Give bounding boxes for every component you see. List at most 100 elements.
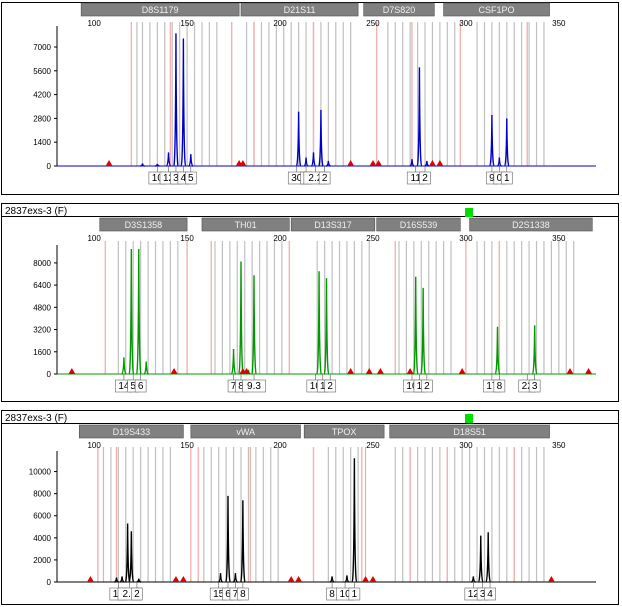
- allele-call-label: 4: [487, 589, 493, 600]
- marker-box[interactable]: [190, 424, 301, 439]
- marker-box[interactable]: [80, 2, 240, 17]
- allele-call-label: 2: [322, 173, 328, 184]
- allele-call-label: 4: [181, 173, 187, 184]
- peak: [351, 458, 358, 583]
- allele-call-label: 17: [486, 381, 498, 392]
- marker-box[interactable]: [469, 217, 593, 232]
- marker-box[interactable]: [290, 217, 376, 232]
- marker-label: D21S11: [284, 5, 316, 15]
- size-standard-marker: [347, 160, 355, 166]
- peak: [295, 111, 302, 167]
- size-standard-marker: [365, 368, 373, 374]
- allele-call-box[interactable]: [493, 379, 506, 393]
- x-tick-label: 350: [552, 234, 566, 243]
- allele-call-box[interactable]: [528, 379, 541, 393]
- allele-call-box[interactable]: [185, 171, 197, 185]
- x-tick-label: 250: [366, 441, 380, 450]
- size-standard-marker: [68, 368, 76, 374]
- peak: [470, 576, 476, 583]
- marker-label: D18S51: [453, 427, 486, 437]
- peak: [489, 114, 495, 167]
- allele-call-box[interactable]: [500, 171, 513, 185]
- marker-box[interactable]: [240, 2, 359, 17]
- marker-box[interactable]: [376, 217, 461, 232]
- allele-call-label: 6: [225, 589, 231, 600]
- x-tick-label: 150: [180, 234, 194, 243]
- allele-call-label: 8: [240, 589, 246, 600]
- peak: [494, 326, 501, 375]
- size-standard-marker: [170, 368, 178, 374]
- marker-box[interactable]: [99, 217, 188, 232]
- allele-call-box[interactable]: [324, 379, 337, 393]
- allele-call-box[interactable]: [131, 587, 143, 601]
- allele-call-box[interactable]: [242, 379, 266, 393]
- allele-call-box[interactable]: [419, 171, 431, 185]
- allele-call-box[interactable]: [348, 587, 361, 601]
- marker-box[interactable]: [443, 2, 550, 17]
- marker-box[interactable]: [363, 2, 435, 17]
- peak: [239, 500, 246, 583]
- marker-label: D3S1358: [125, 220, 163, 230]
- peak: [128, 531, 135, 583]
- size-standard-marker: [243, 368, 251, 374]
- size-standard-marker: [287, 576, 295, 582]
- size-standard-marker: [585, 368, 593, 374]
- peak: [416, 67, 423, 167]
- allele-call-label: 7: [231, 381, 237, 392]
- allele-call-box[interactable]: [421, 379, 433, 393]
- allele-call-box[interactable]: [237, 587, 249, 601]
- x-tick-label: 300: [459, 441, 473, 450]
- peak: [503, 118, 510, 167]
- marker-box[interactable]: [303, 424, 385, 439]
- y-tick-label: 8000: [33, 259, 51, 268]
- sample-label: 2837exs-3 (F): [5, 206, 67, 217]
- allele-call-label: 2.2: [308, 173, 322, 184]
- y-tick-label: 1600: [33, 348, 51, 357]
- size-standard-marker: [406, 368, 414, 374]
- peak: [496, 157, 502, 167]
- allele-call-label: 8: [497, 381, 503, 392]
- panel-frame: [1, 410, 619, 605]
- x-tick-label: 200: [273, 19, 287, 28]
- allele-call-label: 14: [118, 381, 130, 392]
- marker-box[interactable]: [79, 424, 184, 439]
- y-tick-label: 4000: [33, 534, 51, 543]
- allele-call-label: 10: [310, 381, 322, 392]
- peak: [225, 495, 231, 583]
- marker-box[interactable]: [389, 424, 550, 439]
- allele-call-label: 10: [340, 589, 352, 600]
- x-tick-label: 150: [180, 19, 194, 28]
- allele-call-box[interactable]: [134, 379, 147, 393]
- marker-box[interactable]: [201, 217, 290, 232]
- allele-call-box[interactable]: [318, 171, 331, 185]
- peak: [310, 152, 316, 167]
- marker-label: D7S820: [383, 5, 416, 15]
- size-standard-marker: [436, 160, 444, 166]
- peak: [485, 532, 492, 583]
- marker-label: TPOX: [332, 427, 357, 437]
- status-indicator: [465, 208, 473, 217]
- x-tick-label: 250: [366, 19, 380, 28]
- allele-call-label: 1: [320, 381, 326, 392]
- marker-label: D19S433: [113, 427, 151, 437]
- peak: [477, 535, 484, 583]
- peak: [420, 287, 427, 375]
- peak: [136, 578, 142, 583]
- peak: [323, 278, 330, 375]
- size-standard-marker: [239, 160, 247, 166]
- x-tick-label: 100: [87, 19, 101, 28]
- allele-call-label: 8: [238, 381, 244, 392]
- peak: [155, 163, 160, 167]
- allele-call-label: 15: [213, 589, 225, 600]
- size-standard-marker: [375, 160, 383, 166]
- peak: [143, 361, 149, 375]
- marker-label: D2S1338: [512, 220, 550, 230]
- peak: [135, 248, 142, 375]
- y-tick-label: 6400: [33, 281, 51, 290]
- peak: [318, 109, 324, 167]
- allele-call-label: 1: [504, 173, 510, 184]
- allele-call-box[interactable]: [484, 587, 496, 601]
- marker-label: CSF1PO: [479, 5, 515, 15]
- x-tick-label: 350: [552, 441, 566, 450]
- allele-call-label: 10: [152, 173, 164, 184]
